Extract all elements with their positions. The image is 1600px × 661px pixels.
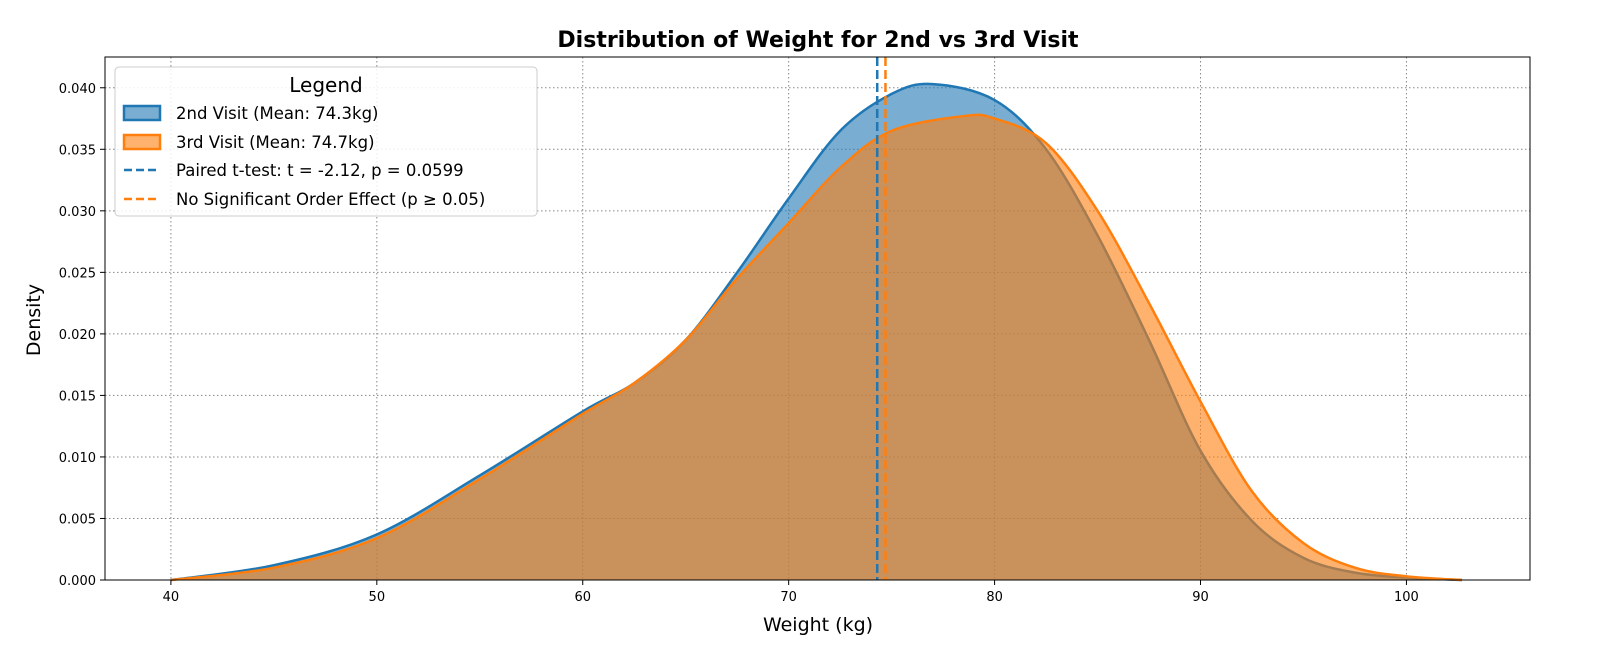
y-tick-label: 0.005 (59, 512, 96, 527)
y-tick-label: 0.035 (59, 143, 96, 158)
x-tick-label: 100 (1394, 590, 1419, 605)
y-tick-label: 0.040 (59, 82, 96, 97)
mean-lines (875, 57, 887, 580)
y-axis-label: Density (23, 284, 45, 356)
density-line-3rd-visit (170, 113, 1463, 582)
x-axis-label: Weight (kg) (763, 614, 873, 636)
y-tick-label: 0.000 (59, 574, 96, 589)
axis-ticks: 40 50 60 70 80 90 100 0.000 0.005 0.010 0.015 0.020… (59, 82, 1419, 605)
y-tick-label: 0.015 (59, 389, 96, 404)
x-tick-label: 60 (574, 590, 591, 605)
x-tick-label: 70 (780, 590, 797, 605)
chart-title: Distribution of Weight for 2nd vs 3rd Vi… (557, 28, 1079, 53)
legend-box (114, 66, 538, 217)
legend-label-ttest: Paired t-test: t = -2.12, p = 0.0599 (176, 161, 464, 180)
legend-swatch-3rd (122, 133, 162, 151)
legend-label-3rd: 3rd Visit (Mean: 74.7kg) (176, 133, 375, 152)
x-tick-label: 50 (369, 590, 386, 605)
legend-label-effect: No Significant Order Effect (p ≥ 0.05) (176, 190, 485, 209)
x-tick-label: 40 (163, 590, 180, 605)
y-tick-label: 0.010 (59, 451, 96, 466)
plot-frame (104, 56, 1531, 581)
legend: Legend 2nd Visit (Mean: 74.3kg) 3rd Visi… (114, 66, 538, 217)
y-tick-label: 0.030 (59, 205, 96, 220)
legend-swatch-2nd (122, 104, 162, 122)
legend-label-2nd: 2nd Visit (Mean: 74.3kg) (176, 104, 378, 123)
density-area-3rd-visit (170, 114, 1463, 581)
x-tick-label: 90 (1192, 590, 1209, 605)
y-tick-label: 0.025 (59, 266, 96, 281)
y-tick-label: 0.020 (59, 328, 96, 343)
x-tick-label: 80 (986, 590, 1003, 605)
density-areas (170, 82, 1463, 582)
legend-title: Legend (289, 73, 362, 97)
